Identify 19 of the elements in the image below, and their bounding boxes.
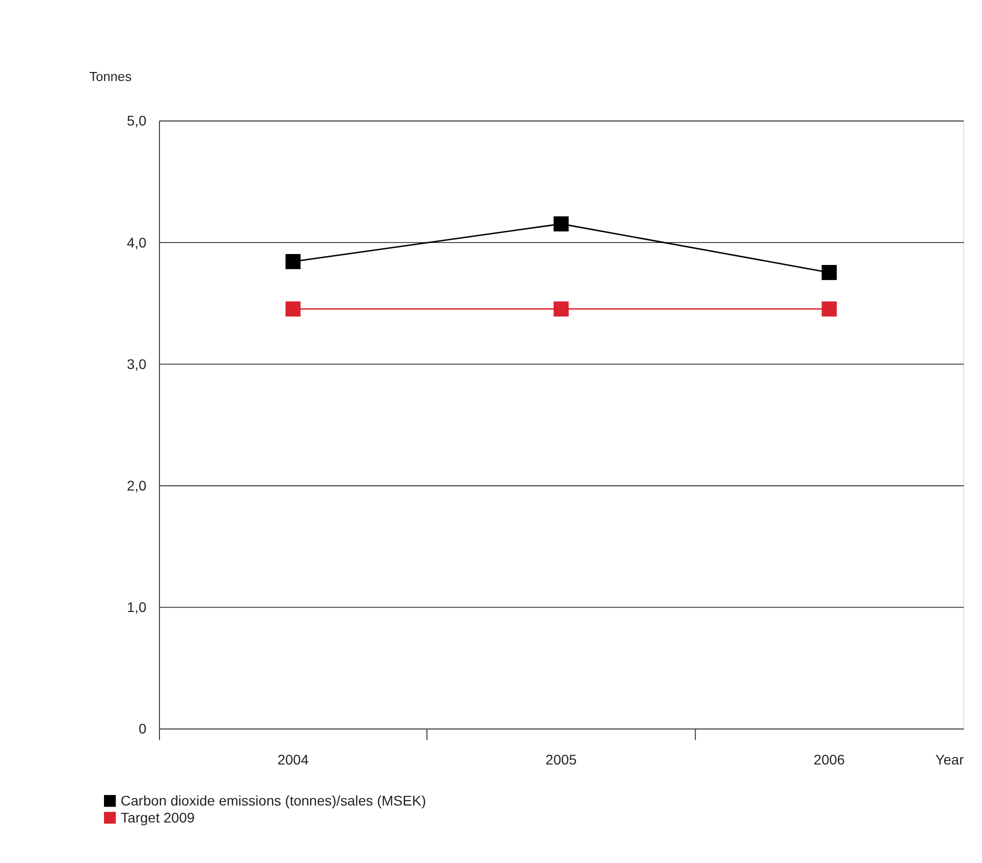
y-tick-label: 3,0 — [126, 356, 147, 372]
point — [286, 254, 301, 270]
point — [286, 301, 301, 317]
y-tick-label: 0 — [138, 720, 147, 737]
y-tick-label: 5,0 — [126, 112, 147, 129]
legend-label: Carbon dioxide emissions (tonnes)/sales (MSEK) — [120, 792, 426, 809]
legend-label: Target 2009 — [120, 809, 195, 826]
x-tick-label: 2005 — [546, 751, 577, 768]
x-axis-title: Year — [935, 751, 964, 768]
point — [554, 216, 569, 232]
y-tick-label: 4,0 — [126, 234, 147, 250]
y-axis-title: Tonnes — [89, 68, 132, 84]
point — [822, 264, 837, 280]
point — [554, 301, 569, 317]
y-tick-label: 1,0 — [126, 599, 147, 615]
x-tick-label: 2006 — [814, 751, 846, 768]
point — [822, 301, 837, 317]
x-tick-label: 2004 — [277, 751, 309, 768]
y-tick-label: 2,0 — [126, 477, 147, 494]
